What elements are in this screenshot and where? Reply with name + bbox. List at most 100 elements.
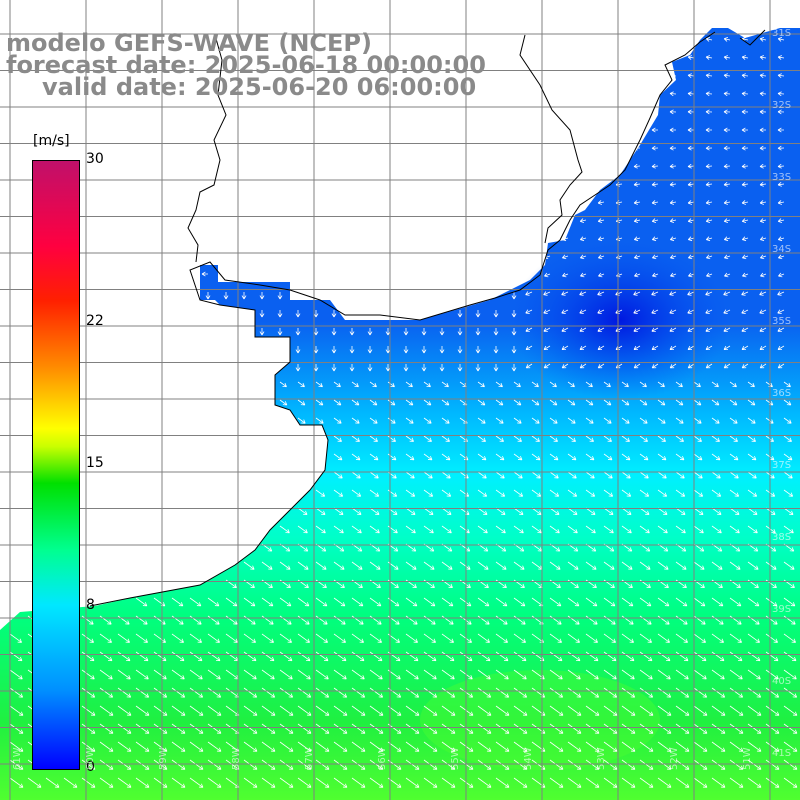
- wind-arrow: [741, 291, 749, 296]
- wind-arrow: [765, 705, 780, 716]
- wind-arrow: [351, 615, 364, 625]
- wind-arrow: [369, 705, 384, 716]
- wind-arrow: [543, 309, 551, 314]
- wind-arrow: [579, 236, 587, 242]
- wind-arrow: [477, 705, 492, 716]
- wind-arrow: [423, 471, 433, 479]
- wind-arrow: [423, 561, 435, 570]
- wind-arrow: [633, 363, 641, 369]
- wind-arrow: [531, 381, 539, 388]
- wind-arrow: [403, 364, 409, 372]
- wind-arrow: [687, 145, 695, 151]
- wind-arrow: [741, 254, 749, 260]
- wind-arrow: [639, 381, 647, 388]
- wind-arrow: [723, 254, 731, 260]
- wind-arrow: [153, 687, 168, 698]
- wind-arrow: [243, 669, 257, 680]
- wind-arrow: [495, 759, 510, 770]
- wind-arrow: [261, 687, 276, 698]
- wind-arrow: [99, 633, 112, 643]
- wind-arrow: [567, 525, 578, 534]
- wind-arrow: [639, 525, 650, 534]
- wind-arrow: [633, 200, 641, 205]
- wind-arrow: [331, 346, 337, 354]
- wind-arrow: [741, 218, 749, 223]
- wind-arrow: [477, 723, 492, 734]
- longitude-label: 60W: [85, 747, 96, 770]
- wind-arrow: [457, 346, 463, 354]
- wind-arrow: [777, 327, 785, 332]
- wind-arrow: [333, 561, 345, 570]
- wind-arrow: [711, 471, 721, 479]
- wind-arrow: [261, 561, 273, 570]
- wind-arrow: [675, 399, 684, 406]
- wind-arrow: [724, 272, 731, 278]
- wind-arrow: [675, 615, 688, 625]
- wind-arrow: [441, 399, 450, 406]
- wind-arrow: [261, 669, 275, 680]
- longitude-label: 51W: [742, 747, 753, 770]
- wind-arrow: [295, 364, 301, 372]
- wind-arrow: [493, 346, 499, 354]
- wind-arrow: [513, 561, 525, 570]
- wind-arrow: [495, 471, 505, 479]
- wind-arrow: [711, 777, 726, 788]
- wind-arrow: [315, 633, 328, 643]
- wind-arrow: [261, 597, 274, 607]
- wind-arrow: [369, 561, 381, 570]
- wind-arrow: [633, 182, 641, 187]
- wind-arrow: [405, 687, 420, 698]
- wind-arrow: [777, 145, 785, 151]
- wind-arrow: [669, 109, 677, 115]
- wind-arrow: [729, 471, 739, 479]
- wind-arrow: [741, 236, 749, 242]
- latitude-label: 39S: [772, 604, 792, 615]
- wind-arrow: [369, 471, 379, 479]
- wind-arrow: [759, 327, 767, 332]
- wind-arrow: [729, 507, 740, 515]
- wind-arrow: [441, 723, 456, 734]
- wind-arrow: [669, 145, 677, 151]
- wind-arrow: [207, 651, 221, 662]
- wind-arrow: [261, 777, 276, 788]
- wind-arrow: [333, 615, 346, 625]
- wind-arrow: [261, 633, 274, 643]
- wind-arrow: [297, 741, 312, 752]
- wind-arrow: [687, 163, 695, 169]
- wind-arrow: [705, 327, 713, 332]
- wind-arrow: [723, 91, 731, 97]
- wind-arrow: [171, 741, 186, 752]
- wind-arrow: [579, 218, 587, 223]
- wind-arrow: [81, 687, 96, 698]
- wind-arrow: [759, 73, 767, 79]
- wind-arrow: [423, 417, 432, 424]
- wind-arrow: [117, 759, 132, 770]
- wind-arrow: [277, 310, 283, 318]
- wind-arrow: [675, 669, 689, 680]
- wind-arrow: [333, 705, 348, 716]
- wind-arrow: [777, 218, 785, 223]
- wind-arrow: [759, 109, 767, 115]
- wind-arrow: [585, 435, 594, 442]
- wind-arrow: [531, 399, 540, 406]
- wind-arrow: [495, 633, 508, 643]
- wind-arrow: [207, 687, 222, 698]
- wind-arrow: [441, 489, 452, 497]
- wind-arrow: [741, 163, 749, 169]
- wind-arrow: [711, 633, 724, 643]
- wind-arrow: [657, 633, 670, 643]
- wind-arrow: [279, 525, 290, 534]
- wind-arrow: [711, 615, 724, 625]
- wind-arrow: [651, 145, 659, 151]
- wind-arrow: [333, 633, 346, 643]
- wind-arrow: [765, 507, 776, 515]
- wind-arrow: [439, 364, 445, 372]
- wind-arrow: [639, 471, 649, 479]
- wind-arrow: [765, 669, 779, 680]
- wind-arrow: [135, 669, 149, 680]
- wind-arrow: [705, 200, 713, 205]
- wind-arrow: [777, 363, 785, 369]
- wind-arrow: [621, 669, 635, 680]
- wind-arrow: [693, 435, 702, 442]
- wind-arrow: [585, 777, 600, 788]
